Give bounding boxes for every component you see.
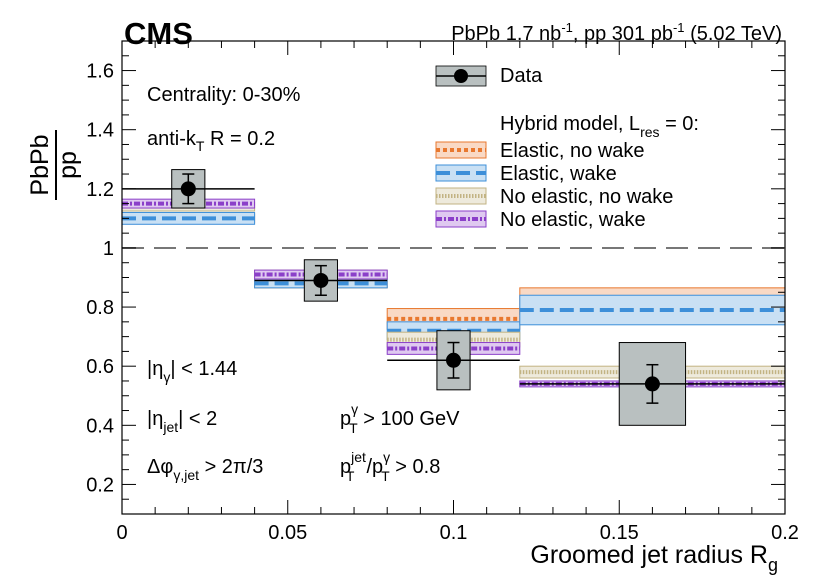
x-axis-title: Groomed jet radius Rg — [530, 541, 778, 575]
legend-label-data: Data — [500, 65, 543, 87]
data-point — [519, 342, 785, 426]
y-tick-label: 0.4 — [86, 415, 114, 437]
plot-area — [122, 169, 785, 426]
x-tick-label: 0 — [116, 522, 127, 544]
y-tick-label: 1 — [103, 238, 114, 260]
legend-swatch-data-marker — [454, 69, 468, 83]
photon-pt-cut-label: pγ T > 100 GeV — [340, 401, 460, 436]
legend-entry-elastic-wake: Elastic, wake — [435, 163, 617, 185]
experiment-label: CMS — [124, 16, 193, 51]
x-tick-label: 0.1 — [440, 522, 468, 544]
data-point — [254, 259, 388, 302]
legend-entry-elastic-no-wake: Elastic, no wake — [435, 140, 645, 162]
y-tick-label: 0.8 — [86, 297, 114, 319]
legend-label: Elastic, no wake — [500, 140, 645, 162]
x-tick-label: 0.05 — [268, 522, 307, 544]
axis-ticks — [121, 40, 786, 515]
x-tick-label: 0.15 — [600, 522, 639, 544]
legend-label: No elastic, no wake — [500, 186, 673, 208]
legend: Data Hybrid model, Lres = 0: Elastic, no… — [435, 65, 699, 231]
y-tick-label: 0.2 — [86, 474, 114, 496]
x-tick-label: 0.2 — [771, 522, 799, 544]
jet-algorithm-label: anti-kT R = 0.2 — [147, 128, 275, 154]
data-marker — [180, 181, 196, 197]
data-marker — [446, 352, 461, 368]
eta-gamma-cut-label: |ηγ| < 1.44 — [147, 358, 237, 385]
luminosity-label: PbPb 1.7 nb-1, pp 301 pb-1 (5.02 TeV) — [451, 20, 782, 45]
delta-phi-cut-label: Δφγ,jet > 2π/3 — [147, 456, 263, 483]
y-axis-title-denominator: pp — [54, 151, 82, 179]
legend-label: Elastic, wake — [500, 163, 617, 185]
data-marker — [644, 376, 660, 392]
y-tick-label: 1.6 — [86, 61, 114, 83]
centrality-label: Centrality: 0-30% — [147, 84, 301, 106]
legend-model-header: Hybrid model, Lres = 0: — [500, 113, 699, 140]
legend-label: No elastic, wake — [500, 209, 646, 231]
data-point — [387, 330, 520, 391]
data-marker — [313, 272, 329, 288]
plot-frame — [121, 40, 786, 515]
y-axis-title: PbPb pp — [26, 130, 82, 200]
legend-entry-no-elastic-wake: No elastic, wake — [435, 209, 646, 231]
y-tick-label: 0.6 — [86, 356, 114, 378]
x-tick-labels: 0 0.05 0.1 0.15 0.2 — [116, 522, 798, 544]
pt-ratio-cut-label: pjet T/pγ T > 0.8 — [340, 449, 440, 484]
data-point — [122, 169, 255, 209]
y-tick-label: 1.2 — [86, 179, 114, 201]
y-tick-labels: 0.2 0.4 0.6 0.8 1 1.2 1.4 1.6 — [86, 61, 114, 497]
legend-entry-no-elastic-no-wake: No elastic, no wake — [435, 186, 673, 208]
eta-jet-cut-label: |ηjet| < 2 — [147, 408, 217, 435]
y-tick-label: 1.4 — [86, 120, 114, 142]
legend-entry-data: Data — [435, 65, 543, 87]
y-axis-title-numerator: PbPb — [26, 134, 54, 195]
